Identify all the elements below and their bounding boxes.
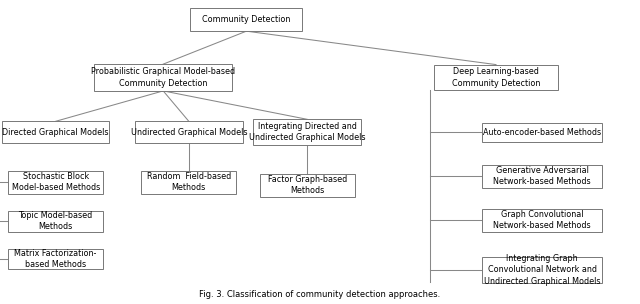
Text: Fig. 3. Classification of community detection approaches.: Fig. 3. Classification of community dete… <box>200 289 440 299</box>
Text: Directed Graphical Models: Directed Graphical Models <box>3 128 109 137</box>
Text: Random  Field-based
Methods: Random Field-based Methods <box>147 172 231 192</box>
Text: Community Detection: Community Detection <box>202 15 291 24</box>
Text: Generative Adversarial
Network-based Methods: Generative Adversarial Network-based Met… <box>493 166 591 186</box>
FancyBboxPatch shape <box>2 121 109 143</box>
FancyBboxPatch shape <box>135 121 243 143</box>
FancyBboxPatch shape <box>8 211 103 232</box>
FancyBboxPatch shape <box>482 165 602 188</box>
FancyBboxPatch shape <box>482 209 602 232</box>
Text: Graph Convolutional
Network-based Methods: Graph Convolutional Network-based Method… <box>493 210 591 230</box>
FancyBboxPatch shape <box>482 257 602 283</box>
FancyBboxPatch shape <box>141 171 236 194</box>
FancyBboxPatch shape <box>482 123 602 142</box>
FancyBboxPatch shape <box>191 9 302 31</box>
Text: Matrix Factorization-
based Methods: Matrix Factorization- based Methods <box>15 249 97 269</box>
FancyBboxPatch shape <box>253 119 361 145</box>
Text: Integrating Graph
Convolutional Network and
Undirected Graphical Models: Integrating Graph Convolutional Network … <box>484 254 600 285</box>
FancyBboxPatch shape <box>95 64 232 91</box>
Text: Probabilistic Graphical Model-based
Community Detection: Probabilistic Graphical Model-based Comm… <box>91 67 236 88</box>
Text: Integrating Directed and
Undirected Graphical Models: Integrating Directed and Undirected Grap… <box>249 122 365 142</box>
FancyBboxPatch shape <box>8 171 103 194</box>
Text: Stochastic Block
Model-based Methods: Stochastic Block Model-based Methods <box>12 172 100 192</box>
Text: Topic Model-based
Methods: Topic Model-based Methods <box>19 211 93 231</box>
Text: Undirected Graphical Models: Undirected Graphical Models <box>131 128 247 137</box>
FancyBboxPatch shape <box>260 174 355 197</box>
Text: Auto-encoder-based Methods: Auto-encoder-based Methods <box>483 128 601 137</box>
Text: Deep Learning-based
Community Detection: Deep Learning-based Community Detection <box>452 67 540 88</box>
FancyBboxPatch shape <box>434 65 559 91</box>
FancyBboxPatch shape <box>8 249 103 269</box>
Text: Factor Graph-based
Methods: Factor Graph-based Methods <box>268 175 347 195</box>
